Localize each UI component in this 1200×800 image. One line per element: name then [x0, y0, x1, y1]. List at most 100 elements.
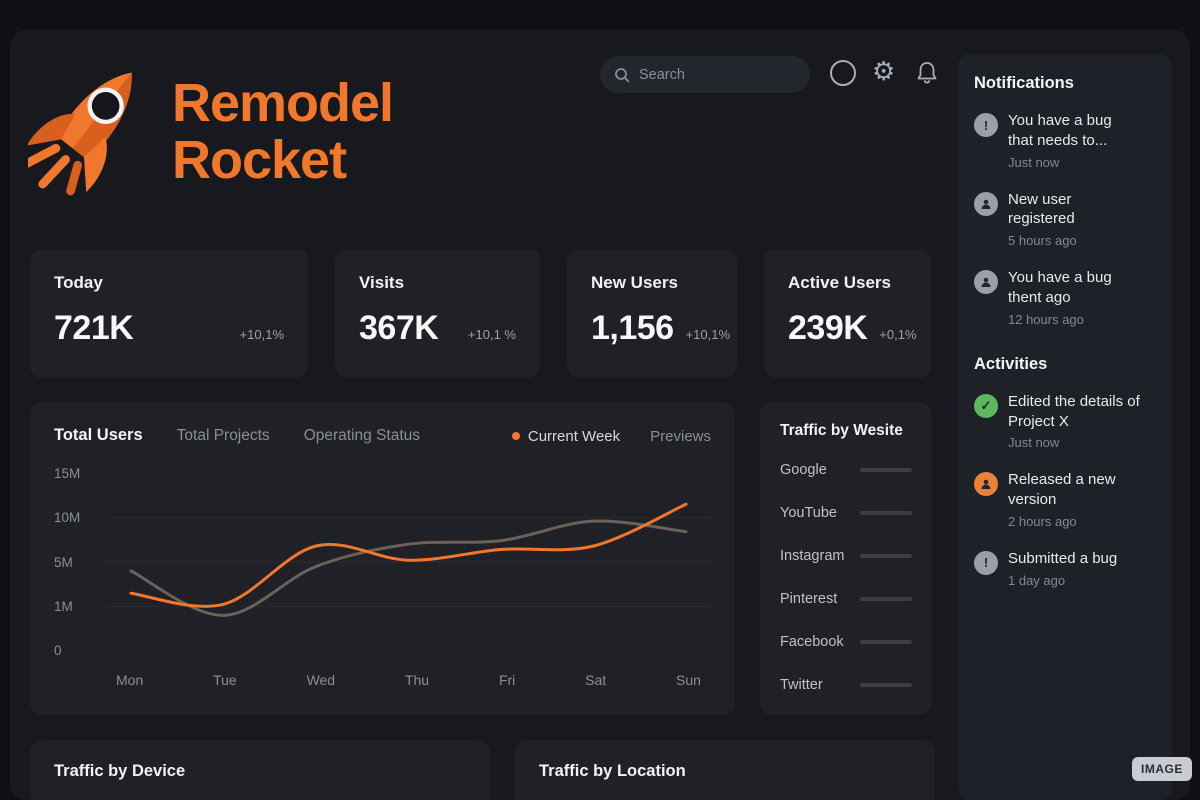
- legend-label: Previews: [650, 427, 711, 445]
- activity-text: Edited the details of Project X: [1008, 392, 1140, 430]
- notifications-bell-icon[interactable]: [915, 60, 939, 86]
- site-name: Instagram: [780, 547, 845, 564]
- tab-total-projects[interactable]: Total Projects: [176, 427, 270, 444]
- traffic-by-website-title: Traffic by Wesite: [780, 422, 903, 439]
- traffic-by-device-title: Traffic by Device: [54, 762, 186, 780]
- y-tick: 15M: [54, 466, 81, 481]
- x-tick: Thu: [404, 672, 430, 688]
- tab-operating-status[interactable]: Operating Status: [303, 427, 421, 444]
- notifications-title: Notifications: [974, 74, 1074, 92]
- stat-label: Today: [54, 273, 103, 292]
- search-icon: [615, 67, 630, 82]
- site-row-instagram: Instagram: [780, 534, 912, 577]
- site-traffic-bar: [860, 553, 912, 558]
- rocket-icon: [28, 72, 132, 196]
- search-bar[interactable]: [600, 56, 810, 93]
- site-row-facebook: Facebook: [780, 620, 912, 663]
- legend-dot: [511, 432, 520, 440]
- site-row-google: Google: [780, 448, 912, 491]
- site-name: Facebook: [780, 633, 844, 650]
- notification-text: You have a bug thent ago: [1008, 269, 1112, 306]
- tab-total-users[interactable]: Total Users: [54, 426, 143, 444]
- right-panel: Notifications ! You have a bug that need…: [958, 54, 1172, 800]
- user-icon: [974, 472, 998, 497]
- total-users-chart-svg: [106, 473, 711, 651]
- notification-item[interactable]: New user registered 5 hours ago: [974, 190, 1156, 249]
- stat-value: 1,156: [591, 309, 674, 347]
- activity-text: Submitted a bug: [1008, 549, 1118, 567]
- activity-time: 1 day ago: [1008, 572, 1066, 588]
- traffic-by-location-card: Traffic by Location: [515, 740, 935, 800]
- brand-logo: Remodel Rocket: [28, 52, 394, 212]
- legend-current-week[interactable]: Current Week: [511, 427, 621, 445]
- notification-text: New user registered: [1008, 190, 1075, 228]
- stat-delta: +0,1%: [879, 327, 917, 342]
- total-users-chart-card: Total Users Total Projects Operating Sta…: [30, 402, 735, 715]
- y-tick: 5M: [54, 554, 73, 570]
- site-traffic-bar: [860, 467, 912, 472]
- activity-item[interactable]: Released a new version 2 hours ago: [974, 470, 1156, 529]
- settings-icon[interactable]: ⚙: [872, 57, 896, 87]
- stat-card-active-users: Active Users 239K +0,1%: [764, 249, 931, 378]
- x-axis-labels: Mon Tue Wed Thu Fri Sat Sun: [106, 672, 711, 688]
- traffic-by-website-card: Traffic by Wesite Google YouTube Instagr…: [760, 402, 932, 715]
- site-traffic-bar: [860, 639, 912, 644]
- chart-legend: Current Week Previews: [511, 427, 711, 445]
- site-name: Twitter: [780, 676, 823, 693]
- notification-item[interactable]: ! You have a bug that needs to... Just n…: [974, 111, 1156, 170]
- stat-value: 239K: [788, 309, 868, 347]
- brand-line-2: Rocket: [172, 130, 347, 190]
- traffic-by-device-card: Traffic by Device: [30, 740, 490, 800]
- x-tick: Sat: [585, 672, 607, 688]
- activity-time: 2 hours ago: [1008, 513, 1077, 529]
- site-traffic-bar: [860, 682, 912, 687]
- legend-label: Current Week: [527, 427, 621, 445]
- x-tick: Tue: [213, 672, 237, 688]
- stats-row: Today 721K +10,1% Visits 367K +10,1 % Ne…: [30, 249, 931, 378]
- site-row-pinterest: Pinterest: [780, 577, 912, 620]
- check-icon: ✓: [974, 393, 998, 418]
- user-icon: [974, 191, 998, 216]
- x-tick: Wed: [306, 672, 336, 688]
- activity-time: Just now: [1008, 435, 1060, 451]
- alert-icon: !: [974, 550, 998, 575]
- notification-time: 5 hours ago: [1008, 233, 1077, 249]
- activity-item[interactable]: ! Submitted a bug 1 day ago: [974, 549, 1156, 588]
- stat-delta: +10,1%: [239, 327, 284, 342]
- stat-label: New Users: [591, 273, 678, 292]
- site-traffic-bar: [860, 596, 912, 601]
- x-tick: Mon: [116, 672, 144, 688]
- site-row-youtube: YouTube: [780, 491, 912, 534]
- alert-icon: !: [974, 113, 998, 137]
- activity-text: Released a new version: [1008, 471, 1116, 509]
- y-tick: 0: [54, 643, 62, 658]
- stat-value: 367K: [359, 309, 439, 347]
- site-name: YouTube: [780, 504, 837, 521]
- y-axis-labels: 15M 10M 5M 1M 0: [54, 466, 92, 658]
- y-tick: 1M: [54, 598, 73, 614]
- notification-item[interactable]: You have a bug thent ago 12 hours ago: [974, 268, 1156, 327]
- y-tick: 10M: [54, 510, 81, 526]
- traffic-by-location-title: Traffic by Location: [539, 762, 686, 780]
- site-name: Pinterest: [780, 590, 838, 607]
- stat-label: Visits: [359, 273, 405, 292]
- image-watermark-badge: IMAGE: [1132, 757, 1192, 781]
- brand-line-1: Remodel: [172, 73, 394, 133]
- search-input[interactable]: [639, 66, 789, 83]
- stat-delta: +10,1%: [685, 327, 731, 342]
- site-name: Google: [780, 461, 827, 478]
- brand-name: Remodel Rocket: [172, 73, 394, 190]
- chart-tabs: Total Users Total Projects Operating Sta…: [54, 426, 420, 445]
- activity-item[interactable]: ✓ Edited the details of Project X Just n…: [974, 392, 1156, 451]
- notification-text: You have a bug that needs to...: [1008, 112, 1112, 149]
- user-icon: [974, 270, 998, 295]
- stat-card-today: Today 721K +10,1%: [30, 249, 308, 378]
- x-tick: Sun: [676, 672, 701, 688]
- stat-label: Active Users: [788, 273, 892, 292]
- profile-icon[interactable]: [830, 60, 856, 86]
- legend-previews[interactable]: Previews: [650, 428, 711, 445]
- notification-time: 12 hours ago: [1008, 311, 1084, 327]
- x-tick: Fri: [498, 672, 516, 688]
- chart-plot-area: [106, 473, 711, 658]
